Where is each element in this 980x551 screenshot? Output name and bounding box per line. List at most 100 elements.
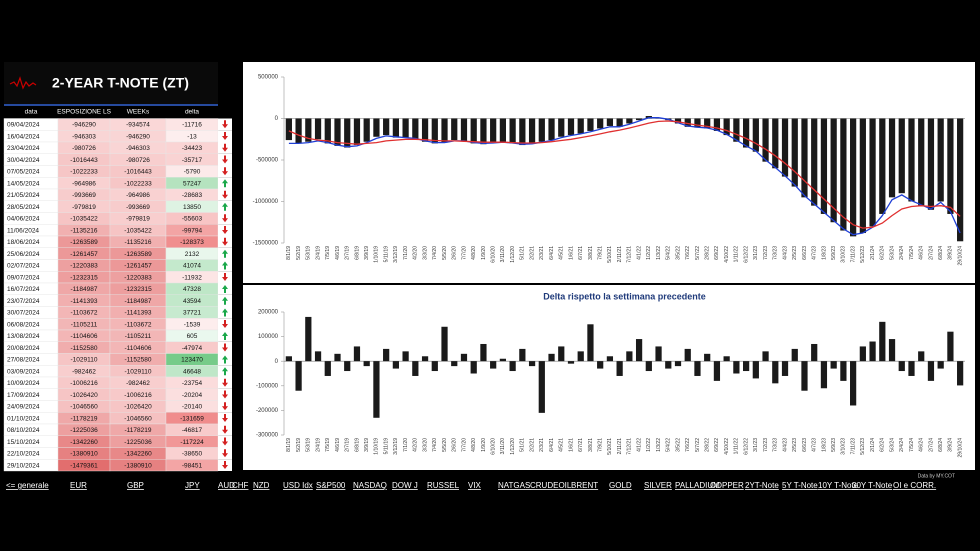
nav-link[interactable]: NASDAQ — [353, 481, 387, 490]
x-tick-label: 6/4/21 — [549, 438, 555, 452]
nav-link[interactable]: SILVER — [644, 481, 672, 490]
arrow-up — [222, 202, 228, 211]
arrow-down — [222, 155, 228, 164]
nav-link[interactable]: USD Idx — [283, 481, 313, 490]
table-cell-text: -99794 — [182, 227, 203, 234]
x-tick-label: 3/11/20 — [500, 246, 506, 263]
table-cell-text: 04/06/2024 — [7, 216, 40, 223]
nav-link[interactable]: S&P500 — [316, 481, 346, 490]
nav-link[interactable]: COPPER — [710, 481, 744, 490]
x-tick-label: 2/4/24 — [899, 246, 905, 260]
table-cell-text: 14/05/2024 — [7, 180, 40, 187]
nav-link[interactable]: NATGAS — [498, 481, 530, 490]
x-tick-label: 3/1/23 — [753, 246, 759, 260]
x-tick-label: 7/9/21 — [598, 438, 604, 452]
y-tick-label: -500000 — [256, 158, 279, 164]
bar — [791, 118, 798, 187]
x-tick-label: 5/11/19 — [383, 246, 389, 263]
x-tick-label: 3/10/23 — [841, 246, 847, 263]
arrow-up — [222, 355, 228, 364]
bar — [344, 118, 351, 148]
nav-link[interactable]: 2YT-Note — [745, 481, 779, 490]
table-cell-text: -98451 — [182, 462, 203, 469]
x-tick-label: 4/8/20 — [471, 246, 477, 260]
table-cell-text: -11932 — [182, 274, 202, 281]
bar — [363, 361, 370, 367]
nav-link[interactable]: OI e CORR. — [893, 481, 936, 490]
arrow-up — [222, 296, 228, 305]
column-header: delta — [185, 109, 199, 116]
nav-link[interactable]: <= generale — [6, 481, 49, 490]
bar — [285, 118, 292, 141]
x-tick-label: 1/2/22 — [646, 438, 652, 452]
bar — [733, 361, 740, 374]
table-cell-text: -13 — [187, 133, 197, 140]
bar — [470, 118, 477, 144]
bar — [509, 118, 516, 144]
column-header: ESPOSIZIONE LS — [57, 109, 111, 116]
arrow-up — [222, 249, 228, 258]
bar — [412, 118, 419, 140]
chart-title: Delta rispetto la settimana precedente — [543, 291, 706, 301]
table-cell-text: -1184987 — [71, 286, 98, 293]
nav-link[interactable]: CHF — [232, 481, 249, 490]
table-cell-text: -1029110 — [71, 357, 98, 364]
bar — [937, 118, 944, 202]
bar — [694, 361, 701, 376]
line — [288, 120, 961, 229]
arrow-down — [222, 237, 228, 246]
table-cell-text: 23/04/2024 — [7, 145, 40, 152]
column-header: WEEKs — [127, 109, 150, 116]
bar — [684, 118, 691, 127]
nav-link[interactable]: NZD — [253, 481, 270, 490]
x-tick-label: 2/4/19 — [315, 438, 321, 452]
x-tick-label: 5/1/21 — [520, 246, 526, 260]
nav-link[interactable]: CRUDEOIL — [530, 481, 572, 490]
nav-link[interactable]: EUR — [70, 481, 87, 490]
nav-link[interactable]: DOW J — [392, 481, 418, 490]
x-tick-label: 6/8/19 — [354, 246, 360, 260]
nav-link[interactable]: RUSSEL — [427, 481, 460, 490]
nav-link[interactable]: VIX — [468, 481, 482, 490]
x-tick-label: 5/11/19 — [383, 438, 389, 455]
bar — [859, 118, 866, 234]
nav-link[interactable]: AUD — [218, 481, 235, 490]
x-tick-label: 6/12/22 — [743, 246, 749, 263]
nav-link[interactable]: BRENT — [571, 481, 598, 490]
bar — [811, 343, 818, 362]
bar — [421, 118, 429, 142]
x-tick-label: 5/7/22 — [695, 438, 701, 452]
bar — [830, 361, 837, 369]
x-tick-label: 7/2/23 — [763, 438, 769, 452]
nav-link[interactable]: PALLADIUM — [675, 481, 720, 490]
x-tick-label: 7/12/21 — [627, 438, 633, 455]
x-tick-label: 5/3/19 — [306, 246, 312, 260]
x-tick-label: 6/4/21 — [549, 246, 555, 260]
logo — [9, 76, 37, 90]
arrow-up — [222, 179, 228, 188]
x-tick-label: 6/2/24 — [880, 438, 886, 452]
table-cell-text: 13/08/2024 — [7, 333, 40, 340]
nav-link[interactable]: GOLD — [609, 481, 632, 490]
bar — [499, 358, 507, 362]
nav-link[interactable]: 10Y T-Note — [818, 481, 859, 490]
table-cell-text: -1022233 — [70, 169, 98, 176]
nav-link[interactable]: 30Y T-Note — [852, 481, 893, 490]
y-tick-label: 200000 — [258, 310, 279, 316]
bar — [713, 118, 721, 131]
x-tick-label: 1/8/23 — [821, 438, 827, 452]
bar — [587, 118, 594, 131]
bar — [888, 339, 896, 362]
bar — [480, 343, 487, 362]
x-tick-label: 5/2/19 — [296, 246, 302, 260]
bar — [314, 118, 322, 140]
bar — [470, 361, 477, 374]
nav-link[interactable]: JPY — [185, 481, 200, 490]
x-tick-label: 5/4/22 — [666, 438, 672, 452]
nav-link[interactable]: GBP — [127, 481, 144, 490]
x-tick-label: 7/3/23 — [773, 438, 779, 452]
x-tick-label: 1/3/22 — [656, 246, 662, 260]
arrow-up — [222, 308, 228, 317]
nav-link[interactable]: 5Y T-Note — [782, 481, 818, 490]
bar — [616, 118, 623, 127]
